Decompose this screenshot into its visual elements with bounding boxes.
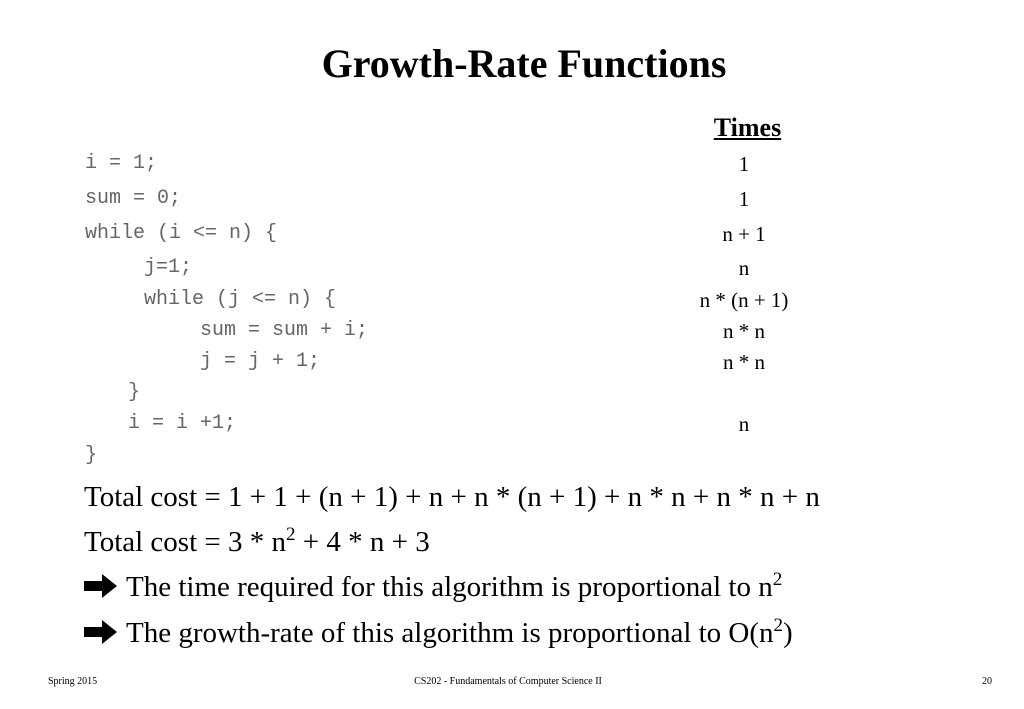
total-cost-line-2: Total cost = 3 * n2 + 4 * n + 3	[84, 522, 430, 562]
footer-course: CS202 - Fundamentals of Computer Science…	[414, 676, 602, 687]
code-line: while (i <= n) {	[85, 222, 278, 245]
conclusion-line-2: The growth-rate of this algorithm is pro…	[84, 613, 793, 653]
conclusion-text: The time required for this algorithm is …	[126, 571, 773, 603]
times-column-header: Times	[713, 113, 782, 142]
right-arrow-icon	[84, 620, 117, 644]
time-value: n * (n + 1)	[699, 288, 789, 312]
code-line: }	[85, 444, 98, 467]
time-value: n	[738, 412, 750, 436]
conclusion-text: The growth-rate of this algorithm is pro…	[126, 617, 774, 649]
total-cost-line-1: Total cost = 1 + 1 + (n + 1) + n + n * (…	[84, 481, 820, 513]
conclusion-suffix: )	[783, 617, 793, 649]
time-value: n * n	[723, 350, 765, 374]
total-cost-suffix: + 4 * n + 3	[295, 526, 430, 558]
code-line: sum = sum + i;	[200, 319, 369, 342]
time-value: n	[738, 256, 750, 280]
code-line: i = i +1;	[128, 412, 237, 435]
exponent: 2	[773, 615, 784, 636]
code-line: sum = 0;	[85, 187, 182, 210]
exponent: 2	[772, 569, 783, 590]
right-arrow-icon	[84, 574, 117, 598]
code-line: j=1;	[144, 256, 193, 279]
code-line: while (j <= n) {	[144, 288, 337, 311]
footer-term: Spring 2015	[48, 676, 98, 687]
conclusion-line-1: The time required for this algorithm is …	[84, 567, 782, 607]
code-line: }	[128, 381, 141, 404]
time-value: 1	[738, 152, 750, 176]
exponent: 2	[286, 524, 296, 545]
code-line: j = j + 1;	[200, 350, 321, 373]
page-number: 20	[982, 676, 992, 687]
time-value: n + 1	[722, 222, 766, 246]
slide-title: Growth-Rate Functions	[321, 41, 727, 86]
time-value: n * n	[723, 319, 765, 343]
total-cost-prefix: Total cost = 3 * n	[84, 526, 286, 558]
code-line: i = 1;	[85, 152, 158, 175]
time-value: 1	[738, 187, 750, 211]
